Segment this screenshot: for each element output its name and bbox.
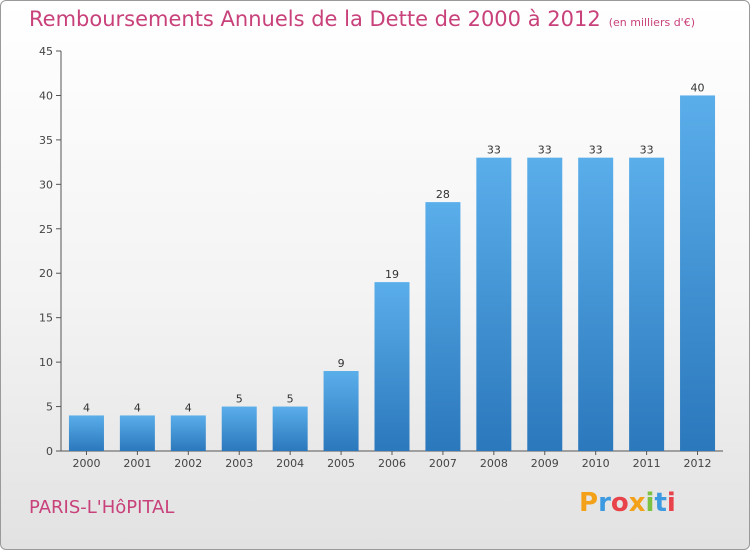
- logo-letter: i: [645, 488, 655, 518]
- x-tick-label: 2002: [174, 457, 202, 470]
- y-tick-label: 45: [39, 45, 53, 58]
- bar: [68, 415, 104, 451]
- bar-value-label: 40: [691, 81, 705, 94]
- bar-value-label: 4: [83, 401, 90, 414]
- bar: [476, 157, 512, 451]
- bar: [680, 95, 716, 451]
- x-tick-label: 2005: [327, 457, 355, 470]
- x-tick-label: 2009: [531, 457, 559, 470]
- chart-title-text: Remboursements Annuels de la Dette de 20…: [29, 7, 601, 31]
- x-tick-label: 2006: [378, 457, 406, 470]
- logo-letter: t: [654, 488, 667, 518]
- x-tick-label: 2012: [684, 457, 712, 470]
- bar-value-label: 33: [487, 144, 501, 157]
- bar-value-label: 33: [589, 144, 603, 157]
- bar: [578, 157, 614, 451]
- x-tick-label: 2007: [429, 457, 457, 470]
- y-tick-label: 25: [39, 223, 53, 236]
- bar-value-label: 19: [385, 268, 399, 281]
- bar-value-label: 5: [287, 393, 294, 406]
- bar: [221, 406, 257, 451]
- logo-letter: o: [610, 488, 629, 518]
- bar-value-label: 28: [436, 188, 450, 201]
- bar: [170, 415, 206, 451]
- logo-letter: r: [598, 488, 611, 518]
- x-tick-label: 2011: [633, 457, 661, 470]
- y-tick-label: 30: [39, 178, 53, 191]
- y-tick-label: 5: [46, 401, 53, 414]
- y-tick-label: 20: [39, 267, 53, 280]
- commune-name: PARIS-L'HôPITAL: [29, 497, 175, 518]
- proxiti-logo[interactable]: Proxiti: [579, 488, 676, 518]
- bar: [323, 371, 359, 451]
- logo-letter: x: [628, 488, 646, 518]
- logo-letter: i: [666, 488, 676, 518]
- chart-title: Remboursements Annuels de la Dette de 20…: [29, 7, 695, 31]
- x-tick-label: 2004: [276, 457, 304, 470]
- y-tick-label: 35: [39, 134, 53, 147]
- bar-value-label: 4: [134, 401, 141, 414]
- bar: [527, 157, 563, 451]
- bar-value-label: 9: [338, 357, 345, 370]
- bar-value-label: 4: [185, 401, 192, 414]
- y-tick-label: 40: [39, 89, 53, 102]
- bar: [629, 157, 665, 451]
- bar-value-label: 33: [640, 144, 654, 157]
- x-tick-label: 2000: [72, 457, 100, 470]
- x-tick-label: 2001: [123, 457, 151, 470]
- bar-value-label: 5: [236, 393, 243, 406]
- bar: [374, 282, 410, 451]
- y-tick-label: 15: [39, 312, 53, 325]
- y-tick-label: 10: [39, 356, 53, 369]
- bar: [425, 202, 461, 451]
- bar-value-label: 33: [538, 144, 552, 157]
- y-tick-label: 0: [46, 445, 53, 458]
- x-tick-label: 2003: [225, 457, 253, 470]
- bar: [272, 406, 308, 451]
- logo-letter: P: [579, 488, 599, 518]
- bar: [119, 415, 155, 451]
- x-tick-label: 2010: [582, 457, 610, 470]
- chart-unit: (en milliers d'€): [608, 16, 695, 29]
- x-tick-label: 2008: [480, 457, 508, 470]
